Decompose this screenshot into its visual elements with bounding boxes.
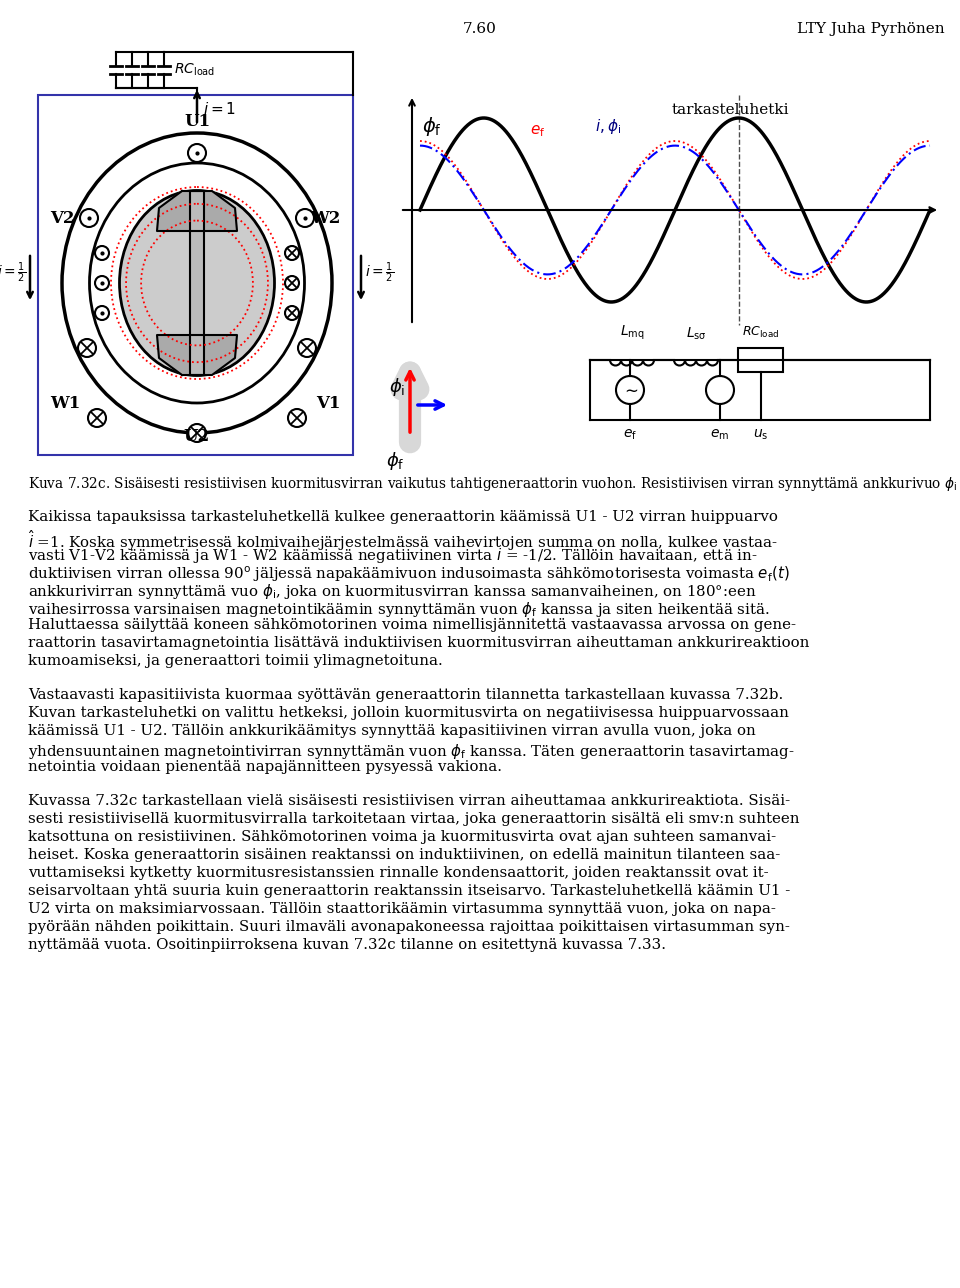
- Text: vuttamiseksi kytketty kuormitusresistanssien rinnalle kondensaattorit, joiden re: vuttamiseksi kytketty kuormitusresistans…: [28, 866, 769, 880]
- Text: Vastaavasti kapasitiivista kuormaa syöttävän generaattorin tilannetta tarkastell: Vastaavasti kapasitiivista kuormaa syött…: [28, 688, 783, 702]
- Circle shape: [285, 276, 299, 290]
- Text: $L_{\rm mq}$: $L_{\rm mq}$: [620, 323, 644, 343]
- Text: käämissä U1 - U2. Tällöin ankkurikäämitys synnyttää kapasitiivinen virran avulla: käämissä U1 - U2. Tällöin ankkurikäämity…: [28, 724, 756, 738]
- Text: V2: V2: [50, 210, 75, 227]
- Text: tarkasteluhetki: tarkasteluhetki: [671, 103, 789, 117]
- Text: Kaikissa tapauksissa tarkasteluhetkellä kulkee generaattorin käämissä U1 - U2 vi: Kaikissa tapauksissa tarkasteluhetkellä …: [28, 510, 778, 524]
- Text: vaihesirrossa varsinaisen magnetointikäämin synnyttämän vuon $\phi_{\rm f}$ kans: vaihesirrossa varsinaisen magnetointikää…: [28, 600, 770, 620]
- Circle shape: [95, 246, 109, 260]
- Circle shape: [298, 339, 316, 357]
- Polygon shape: [157, 191, 237, 231]
- Text: U1: U1: [184, 113, 210, 130]
- Text: Kuvan tarkasteluhetki on valittu hetkeksi, jolloin kuormitusvirta on negatiivise: Kuvan tarkasteluhetki on valittu hetkeks…: [28, 706, 789, 720]
- Text: $RC_{\rm load}$: $RC_{\rm load}$: [742, 325, 780, 340]
- Text: U2: U2: [184, 428, 210, 444]
- Text: duktiivisen virran ollessa 90$^{\rm o}$ jäljessä napakäämivuon indusoimasta sähk: duktiivisen virran ollessa 90$^{\rm o}$ …: [28, 564, 790, 583]
- Polygon shape: [157, 335, 237, 375]
- Text: $u_{\rm s}$: $u_{\rm s}$: [753, 428, 768, 442]
- Text: $i{=}1$: $i{=}1$: [203, 100, 236, 117]
- Text: nyttämää vuota. Osoitinpiirroksena kuvan 7.32c tilanne on esitettynä kuvassa 7.3: nyttämää vuota. Osoitinpiirroksena kuvan…: [28, 938, 666, 952]
- Text: netointia voidaan pienentää napajännitteen pysyessä vakiona.: netointia voidaan pienentää napajännitte…: [28, 760, 502, 774]
- Text: Haluttaessa säilyttää koneen sähkömotorinen voima nimellisjännitettä vastaavassa: Haluttaessa säilyttää koneen sähkömotori…: [28, 618, 796, 632]
- Circle shape: [296, 209, 314, 227]
- Text: Kuvassa 7.32c tarkastellaan vielä sisäisesti resistiivisen virran aiheuttamaa an: Kuvassa 7.32c tarkastellaan vielä sisäis…: [28, 793, 790, 808]
- Text: vasti V1-V2 käämissä ja W1 - W2 käämissä negatiivinen virta $i$ = -1/2. Tällöin : vasti V1-V2 käämissä ja W1 - W2 käämissä…: [28, 546, 757, 565]
- Text: U2 virta on maksimiarvossaan. Tällöin staattorikäämin virtasumma synnyttää vuon,: U2 virta on maksimiarvossaan. Tällöin st…: [28, 902, 776, 916]
- Text: $\phi_{\rm f}$: $\phi_{\rm f}$: [422, 115, 442, 138]
- Text: sesti resistiivisellä kuormitusvirralla tarkoitetaan virtaa, joka generaattorin : sesti resistiivisellä kuormitusvirralla …: [28, 811, 800, 826]
- Text: Kuva 7.32c. Sisäisesti resistiivisen kuormitusvirran vaikutus tahtigeneraattorin: Kuva 7.32c. Sisäisesti resistiivisen kuo…: [28, 475, 960, 493]
- Circle shape: [285, 246, 299, 260]
- Circle shape: [288, 410, 306, 428]
- Text: V1: V1: [317, 394, 341, 411]
- Text: seisarvoltaan yhtä suuria kuin generaattorin reaktanssin itseisarvo. Tarkasteluh: seisarvoltaan yhtä suuria kuin generaatt…: [28, 884, 790, 898]
- Text: $e_{\rm f}$: $e_{\rm f}$: [530, 122, 545, 139]
- Bar: [38, 95, 353, 455]
- Text: $RC_{\rm load}$: $RC_{\rm load}$: [174, 62, 215, 79]
- Text: W1: W1: [50, 394, 81, 411]
- Ellipse shape: [119, 191, 275, 376]
- Text: W2: W2: [311, 210, 341, 227]
- Text: ankkurivirran synnyttämä vuo $\phi_{\rm i}$, joka on kuormitusvirran kanssa sama: ankkurivirran synnyttämä vuo $\phi_{\rm …: [28, 582, 756, 601]
- Text: $\hat{\it i}$ =1. Koska symmetrisessä kolmivaihejärjestelmässä vaihevirtojen sum: $\hat{\it i}$ =1. Koska symmetrisessä ko…: [28, 528, 778, 553]
- Text: kumoamiseksi, ja generaattori toimii ylimagnetoituna.: kumoamiseksi, ja generaattori toimii yli…: [28, 654, 443, 668]
- Circle shape: [95, 307, 109, 319]
- Text: 7.60: 7.60: [463, 22, 497, 36]
- Text: $e_{\rm m}$: $e_{\rm m}$: [710, 428, 730, 442]
- Text: heiset. Koska generaattorin sisäinen reaktanssi on induktiivinen, on edellä main: heiset. Koska generaattorin sisäinen rea…: [28, 848, 780, 862]
- Circle shape: [95, 276, 109, 290]
- Circle shape: [188, 424, 206, 442]
- Circle shape: [285, 307, 299, 319]
- Text: $i, \phi_{\rm i}$: $i, \phi_{\rm i}$: [595, 117, 621, 137]
- Text: $\sim$: $\sim$: [621, 381, 638, 399]
- Text: $\phi_{\rm f}$: $\phi_{\rm f}$: [386, 450, 405, 471]
- Bar: [738, 348, 783, 372]
- Circle shape: [188, 144, 206, 162]
- Text: $e_{\rm f}$: $e_{\rm f}$: [623, 428, 637, 442]
- Text: pyörään nähden poikittain. Suuri ilmaväli avonapakoneessa rajoittaa poikittaisen: pyörään nähden poikittain. Suuri ilmaväl…: [28, 920, 790, 934]
- Text: $\phi_{\rm i}$: $\phi_{\rm i}$: [389, 376, 405, 398]
- Text: katsottuna on resistiivinen. Sähkömotorinen voima ja kuormitusvirta ovat ajan su: katsottuna on resistiivinen. Sähkömotori…: [28, 829, 776, 844]
- Text: $i{=}\frac{1}{2}$: $i{=}\frac{1}{2}$: [0, 261, 26, 285]
- Circle shape: [88, 410, 106, 428]
- Circle shape: [80, 209, 98, 227]
- Text: yhdensuuntainen magnetointivirran synnyttämän vuon $\phi_{\rm f}$ kanssa. Täten : yhdensuuntainen magnetointivirran synnyt…: [28, 742, 795, 761]
- Text: raattorin tasavirtamagnetointia lisättävä induktiivisen kuormitusvirran aiheutta: raattorin tasavirtamagnetointia lisättäv…: [28, 636, 809, 650]
- Text: $L_{\rm s\sigma}$: $L_{\rm s\sigma}$: [685, 326, 707, 343]
- Bar: [190, 191, 204, 375]
- Circle shape: [78, 339, 96, 357]
- Text: $i{=}\frac{1}{2}$: $i{=}\frac{1}{2}$: [365, 261, 394, 285]
- Text: LTY Juha Pyrhönen: LTY Juha Pyrhönen: [798, 22, 945, 36]
